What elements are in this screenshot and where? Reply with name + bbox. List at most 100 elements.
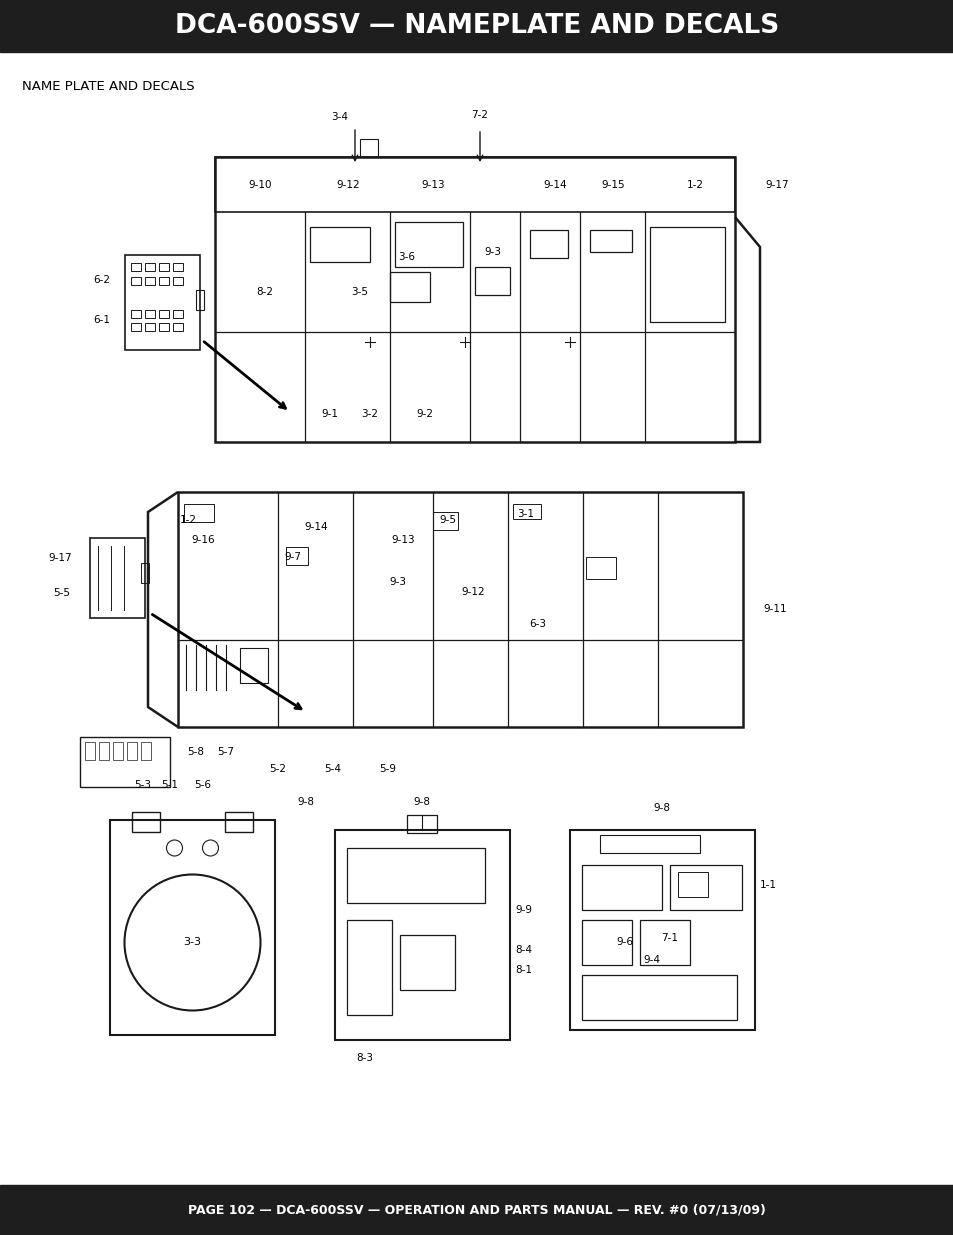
Bar [0, 1186, 953, 1235]
Bar [0, 0, 953, 52]
Text: 9-13: 9-13 [391, 535, 415, 545]
Text: 9-10: 9-10 [248, 180, 272, 190]
Bar [110, 820, 274, 1035]
Text: 8-1: 8-1 [515, 965, 532, 974]
Text: 9-13: 9-13 [420, 180, 444, 190]
Text: 5-5: 5-5 [53, 588, 70, 598]
Text: 5-8: 5-8 [188, 747, 204, 757]
Bar [214, 157, 734, 212]
Text: 7-2: 7-2 [471, 110, 488, 120]
Bar [141, 563, 149, 583]
Text: 5-7: 5-7 [217, 747, 234, 757]
Text: 3-3: 3-3 [183, 937, 201, 947]
Bar [347, 920, 392, 1015]
Text: 3-2: 3-2 [361, 409, 378, 419]
Text: NAME PLATE AND DECALS: NAME PLATE AND DECALS [22, 80, 194, 93]
Text: 9-3: 9-3 [484, 247, 501, 257]
Bar [145, 324, 154, 331]
Text: 5-9: 5-9 [379, 764, 396, 774]
Text: 9-9: 9-9 [515, 905, 532, 915]
Text: 9-11: 9-11 [762, 604, 786, 614]
Bar [581, 920, 631, 965]
Bar [639, 920, 689, 965]
Text: 9-7: 9-7 [284, 552, 301, 562]
Bar [513, 504, 540, 519]
Bar [581, 864, 661, 910]
Bar [80, 737, 170, 787]
Bar [335, 830, 510, 1040]
Bar [569, 830, 754, 1030]
Bar [112, 742, 123, 760]
Text: 5-1: 5-1 [161, 781, 178, 790]
Text: 9-15: 9-15 [600, 180, 624, 190]
Text: 9-3: 9-3 [389, 577, 406, 587]
Bar [125, 254, 200, 350]
Text: 9-6: 9-6 [616, 937, 633, 947]
Bar [359, 140, 377, 157]
Bar [530, 230, 567, 258]
Bar [172, 324, 183, 331]
Bar [131, 324, 141, 331]
Bar [131, 310, 141, 317]
Bar [310, 227, 370, 262]
Bar [347, 848, 484, 903]
Bar [159, 277, 169, 285]
Text: 3-1: 3-1 [517, 509, 534, 519]
Bar [131, 263, 141, 270]
Text: DCA-600SSV — NAMEPLATE AND DECALS: DCA-600SSV — NAMEPLATE AND DECALS [174, 14, 779, 40]
Bar [395, 222, 462, 267]
Bar [585, 557, 616, 579]
Text: 1-2: 1-2 [179, 515, 196, 525]
Text: 5-2: 5-2 [269, 764, 286, 774]
Bar [159, 324, 169, 331]
Bar [178, 492, 742, 727]
Bar [599, 835, 700, 853]
Bar [589, 230, 631, 252]
Bar [286, 547, 308, 564]
Text: 6-2: 6-2 [92, 275, 110, 285]
Text: 7-1: 7-1 [660, 932, 678, 944]
Bar [407, 815, 436, 832]
Bar [225, 811, 253, 832]
Bar [90, 538, 145, 618]
Bar [678, 872, 707, 897]
Bar [172, 310, 183, 317]
Bar [172, 263, 183, 270]
Text: 8-3: 8-3 [356, 1053, 374, 1063]
Text: 3-4: 3-4 [331, 112, 348, 122]
Text: 6-3: 6-3 [529, 619, 546, 629]
Bar [214, 157, 734, 442]
Text: 5-3: 5-3 [134, 781, 152, 790]
Text: 1-2: 1-2 [686, 180, 702, 190]
Bar [649, 227, 724, 322]
Bar [127, 742, 137, 760]
Text: 3-5: 3-5 [351, 287, 368, 296]
Text: 8-2: 8-2 [256, 287, 274, 296]
Text: 9-4: 9-4 [643, 955, 659, 965]
Text: PAGE 102 — DCA-600SSV — OPERATION AND PARTS MANUAL — REV. #0 (07/13/09): PAGE 102 — DCA-600SSV — OPERATION AND PA… [188, 1203, 765, 1216]
Text: 9-16: 9-16 [191, 535, 214, 545]
Bar [195, 290, 204, 310]
Text: 6-1: 6-1 [92, 315, 110, 325]
Bar [390, 272, 430, 303]
Text: 9-5: 9-5 [439, 515, 456, 525]
Bar [159, 310, 169, 317]
Text: 5-6: 5-6 [194, 781, 212, 790]
Bar [475, 267, 510, 295]
Bar [145, 310, 154, 317]
Bar [141, 742, 151, 760]
Bar [581, 974, 737, 1020]
Bar [131, 277, 141, 285]
Bar [132, 811, 160, 832]
Text: 9-17: 9-17 [49, 553, 71, 563]
Bar [433, 513, 457, 530]
Text: 9-1: 9-1 [321, 409, 338, 419]
Text: 9-14: 9-14 [304, 522, 328, 532]
Text: 9-2: 9-2 [416, 409, 433, 419]
Bar [184, 504, 213, 522]
Text: 5-4: 5-4 [324, 764, 341, 774]
Text: 9-14: 9-14 [542, 180, 566, 190]
Bar [145, 263, 154, 270]
Text: 9-8: 9-8 [297, 797, 314, 806]
Bar [99, 742, 109, 760]
